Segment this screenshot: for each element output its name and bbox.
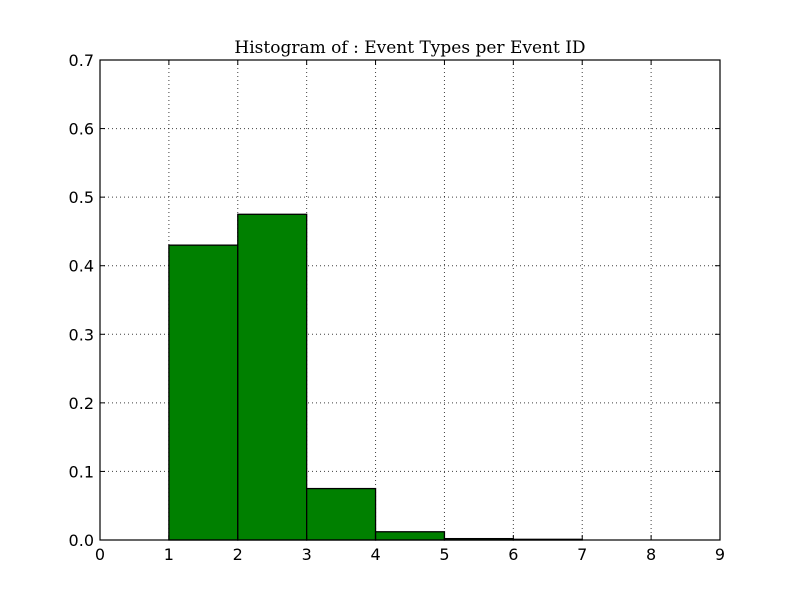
x-tick-label: 3 [302,545,312,564]
x-tick-label: 9 [715,545,725,564]
x-tick-label: 0 [95,545,105,564]
x-axis-tick-labels: 0 1 2 3 4 5 6 7 8 9 [95,545,725,564]
x-tick-label: 6 [508,545,518,564]
x-tick-label: 1 [164,545,174,564]
x-tick-label: 5 [439,545,449,564]
y-axis-tick-labels: 0.0 0.1 0.2 0.3 0.4 0.5 0.6 0.7 [69,51,94,550]
histogram-bar [237,213,308,541]
axis-ticks [99,59,721,541]
y-tick-label: 0.7 [69,51,94,70]
y-tick-label: 0.4 [69,257,94,276]
y-tick-label: 0.0 [69,531,94,550]
chart-title: Histogram of : Event Types per Event ID [234,38,585,58]
y-tick-label: 0.5 [69,188,94,207]
y-tick-label: 0.1 [69,462,94,481]
histogram-bars [168,213,583,541]
x-tick-label: 4 [370,545,380,564]
y-tick-label: 0.2 [69,394,94,413]
y-tick-label: 0.6 [69,120,94,139]
histogram-bar [168,244,239,541]
y-tick-label: 0.3 [69,325,94,344]
plot-area-frame [99,59,721,541]
grid-lines [100,60,720,540]
histogram-bar [374,531,446,541]
x-tick-label: 2 [233,545,243,564]
x-tick-label: 7 [577,545,587,564]
x-tick-label: 8 [646,545,656,564]
histogram-bar [306,487,377,541]
